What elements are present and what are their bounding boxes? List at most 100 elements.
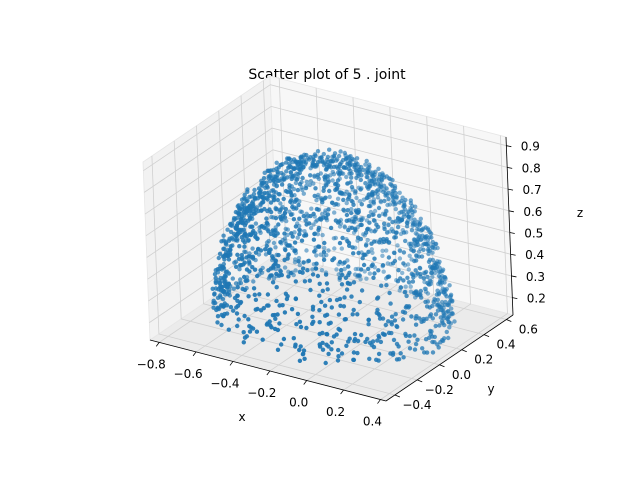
data-point	[297, 227, 302, 233]
data-point	[319, 155, 324, 160]
data-point	[314, 206, 320, 212]
data-point	[251, 279, 256, 284]
data-point	[263, 247, 268, 252]
data-point	[286, 156, 291, 161]
data-point	[308, 287, 313, 293]
data-point	[393, 190, 398, 196]
x-grid-line	[195, 87, 324, 353]
data-point	[411, 272, 416, 278]
data-point	[267, 168, 272, 174]
z-axis-label: z	[577, 206, 583, 220]
data-point	[338, 303, 343, 308]
data-point	[251, 228, 256, 234]
data-point	[332, 164, 337, 170]
data-point	[325, 154, 331, 160]
data-point	[349, 198, 354, 204]
data-point	[281, 172, 286, 177]
data-point	[342, 295, 347, 300]
data-point	[267, 193, 272, 199]
data-point	[333, 218, 339, 223]
data-point	[396, 268, 401, 273]
data-point	[281, 196, 286, 202]
data-point	[317, 331, 322, 337]
y-tick-label: −0.4	[402, 398, 431, 412]
data-point	[261, 180, 266, 186]
data-point	[355, 338, 361, 344]
data-point	[247, 269, 252, 274]
data-point	[436, 273, 442, 279]
data-point	[316, 176, 322, 181]
data-point	[237, 263, 243, 268]
data-point	[416, 292, 421, 297]
data-point	[287, 185, 292, 190]
data-point	[403, 238, 408, 244]
data-point	[408, 198, 413, 203]
data-point	[440, 337, 445, 343]
data-point	[416, 235, 422, 240]
data-point	[351, 251, 356, 256]
data-point	[236, 256, 242, 261]
data-point	[412, 243, 417, 249]
data-point	[324, 281, 330, 286]
data-point	[351, 280, 357, 285]
data-point	[292, 199, 298, 204]
data-point	[411, 290, 417, 296]
data-point	[417, 316, 422, 321]
y-tick-mark	[506, 319, 512, 322]
data-point	[299, 154, 304, 159]
data-point	[357, 273, 362, 278]
data-point	[312, 249, 317, 254]
data-point	[295, 235, 300, 240]
data-point	[392, 258, 398, 264]
data-point	[437, 259, 442, 264]
data-point	[446, 335, 451, 341]
data-point	[378, 198, 383, 204]
z-grid-line	[143, 84, 507, 172]
data-point	[380, 253, 385, 258]
data-point	[284, 218, 289, 224]
data-point	[271, 276, 277, 281]
data-point	[370, 250, 375, 255]
data-point	[351, 350, 357, 355]
y-tick-label: 0.4	[496, 338, 515, 352]
data-point	[447, 283, 452, 288]
data-point	[316, 225, 322, 231]
x-tick-mark	[192, 351, 197, 357]
data-point	[346, 264, 351, 269]
x-grid-line	[306, 116, 435, 381]
data-point	[274, 271, 279, 277]
data-point	[280, 204, 285, 210]
data-point	[403, 284, 408, 289]
data-point	[342, 266, 347, 272]
data-point	[420, 233, 425, 238]
data-point	[371, 174, 376, 179]
data-point	[293, 257, 298, 262]
data-point	[366, 214, 372, 219]
data-point	[284, 160, 289, 165]
data-point	[326, 248, 331, 253]
data-point	[317, 281, 322, 286]
data-point	[213, 279, 218, 284]
data-point	[253, 250, 259, 255]
data-point	[394, 230, 399, 235]
data-point	[430, 316, 435, 321]
data-point	[289, 231, 294, 236]
data-point	[359, 218, 364, 223]
data-point	[231, 286, 236, 291]
data-point	[337, 240, 343, 246]
data-point	[235, 293, 240, 298]
z-tick-mark	[512, 297, 518, 300]
data-point	[294, 322, 299, 327]
data-point	[347, 270, 352, 275]
data-point	[366, 192, 371, 197]
data-point	[397, 200, 402, 205]
data-point	[418, 288, 423, 294]
data-point	[330, 169, 335, 175]
data-point	[241, 330, 246, 335]
data-point	[255, 273, 260, 279]
data-point	[404, 224, 410, 229]
x-tick-label: −0.2	[247, 386, 276, 400]
data-point	[379, 283, 384, 288]
x-grid-line	[343, 126, 472, 391]
